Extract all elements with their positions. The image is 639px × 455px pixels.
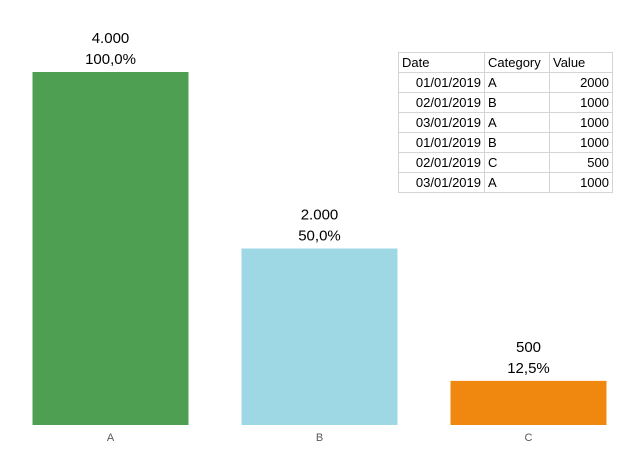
value-label-c: 500 xyxy=(516,339,541,356)
table-cell-date: 02/01/2019 xyxy=(398,152,485,173)
table-cell-value: 1000 xyxy=(549,92,613,113)
value-label-a: 4.000 xyxy=(92,30,130,47)
bar-c xyxy=(450,380,607,425)
table-row: 02/01/2019 B 1000 xyxy=(398,92,613,113)
bar-a xyxy=(32,72,189,425)
table-row: 01/01/2019 B 1000 xyxy=(398,132,613,153)
table-cell-category: C xyxy=(484,152,550,173)
table-cell-category: A xyxy=(484,172,550,193)
column-header-value: Value xyxy=(549,52,613,73)
data-table: Date Category Value 01/01/2019 A 2000 02… xyxy=(398,52,613,193)
column-header-date: Date xyxy=(398,52,485,73)
percent-label-c: 12,5% xyxy=(507,360,550,377)
table-cell-date: 03/01/2019 xyxy=(398,112,485,133)
x-tick-label-b: B xyxy=(316,432,323,444)
table-cell-value: 500 xyxy=(549,152,613,173)
data-labels-group: 4.000 100,0% 2.000 50,0% 500 12,5% xyxy=(85,30,550,377)
table-header-row: Date Category Value xyxy=(398,52,613,73)
table-cell-value: 1000 xyxy=(549,172,613,193)
table-cell-category: B xyxy=(484,132,550,153)
table-cell-date: 01/01/2019 xyxy=(398,132,485,153)
x-tick-label-c: C xyxy=(525,432,533,444)
bars-group xyxy=(32,72,607,425)
percent-label-a: 100,0% xyxy=(85,51,136,68)
table-cell-date: 01/01/2019 xyxy=(398,72,485,93)
table-cell-date: 03/01/2019 xyxy=(398,172,485,193)
table-row: 02/01/2019 C 500 xyxy=(398,152,613,173)
value-label-b: 2.000 xyxy=(301,207,339,224)
percent-label-b: 50,0% xyxy=(298,228,341,245)
table-row: 01/01/2019 A 2000 xyxy=(398,72,613,93)
column-header-category: Category xyxy=(484,52,550,73)
x-axis-tick-labels: A B C xyxy=(107,432,533,444)
x-tick-label-a: A xyxy=(107,432,115,444)
table-row: 03/01/2019 A 1000 xyxy=(398,112,613,133)
bar-b xyxy=(241,248,398,425)
table-row: 03/01/2019 A 1000 xyxy=(398,172,613,193)
table-cell-value: 1000 xyxy=(549,132,613,153)
table-cell-value: 2000 xyxy=(549,72,613,93)
table-cell-category: A xyxy=(484,112,550,133)
table-cell-value: 1000 xyxy=(549,112,613,133)
table-cell-date: 02/01/2019 xyxy=(398,92,485,113)
table-cell-category: A xyxy=(484,72,550,93)
table-cell-category: B xyxy=(484,92,550,113)
